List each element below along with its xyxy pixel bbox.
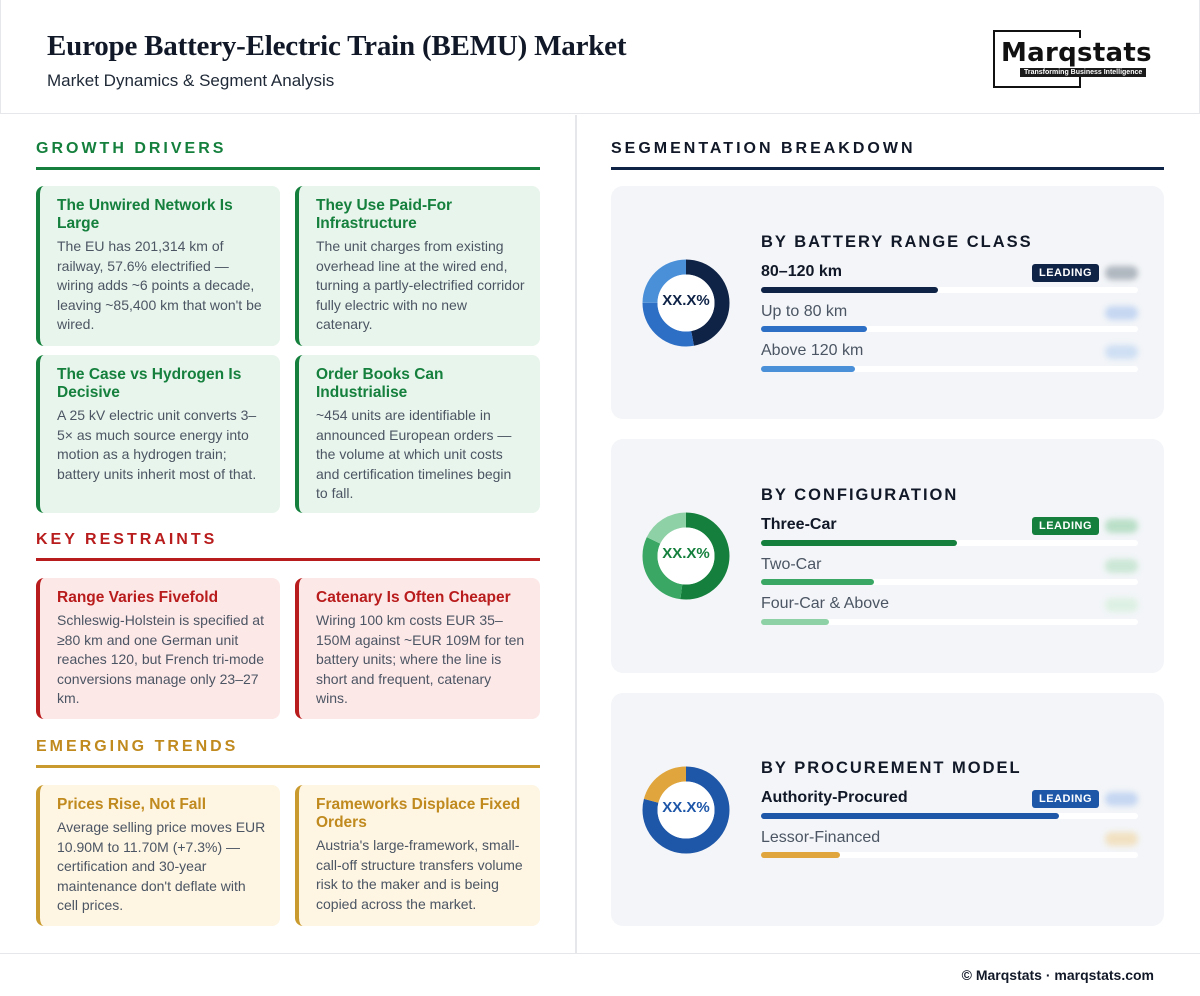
segment-label: Up to 80 km	[761, 303, 848, 320]
leading-badge: LEADING	[1032, 517, 1099, 535]
segment-value-redacted	[1105, 559, 1138, 573]
donut-hole	[657, 274, 715, 332]
panel-title: BY PROCUREMENT MODEL	[761, 759, 1022, 777]
segment-bar-fill	[761, 852, 840, 858]
card-body: The EU has 201,314 km of railway, 57.6% …	[57, 238, 262, 332]
donut-slice	[642, 512, 730, 600]
card-body: ~454 units are identifiable in announced…	[316, 407, 512, 501]
header: Europe Battery-Electric Train (BEMU) Mar…	[0, 0, 1200, 114]
donut-chart	[642, 512, 730, 600]
segment-label: Three-Car	[761, 516, 837, 533]
segment-value-redacted	[1105, 345, 1138, 359]
segment-panel-procurement: XX.X% BY PROCUREMENT MODEL Authority-Pro…	[611, 693, 1164, 926]
segment-bar-track	[761, 540, 1138, 546]
segment-bar-fill	[761, 813, 1059, 819]
leading-badge: LEADING	[1032, 790, 1099, 808]
segmentation-rule	[611, 167, 1164, 170]
panel-title: BY CONFIGURATION	[761, 486, 959, 504]
driver-card: The Unwired Network Is Large The EU has …	[36, 186, 280, 346]
segment-panel-battery-range: XX.X% BY BATTERY RANGE CLASS 80–120 km L…	[611, 186, 1164, 419]
card-title: Range Varies Fivefold	[57, 589, 219, 606]
logo-wordmark: Marqstats	[1001, 38, 1158, 68]
donut-center-label: XX.X%	[662, 292, 710, 309]
segment-bar-track	[761, 813, 1138, 819]
page-subtitle: Market Dynamics & Segment Analysis	[47, 71, 335, 90]
donut-slice	[642, 766, 730, 854]
segment-value-redacted	[1105, 792, 1138, 806]
segment-bar-fill	[761, 366, 855, 372]
card-title: Order Books Can Industrialise	[316, 366, 444, 401]
panel-title: BY BATTERY RANGE CLASS	[761, 233, 1033, 251]
segmentation-title: SEGMENTATION BREAKDOWN	[611, 140, 916, 157]
card-body: Schleswig-Holstein is specified at ≥80 k…	[57, 612, 264, 706]
segment-bar-track	[761, 287, 1138, 293]
segment-bar-track	[761, 579, 1138, 585]
segment-value-redacted	[1105, 598, 1138, 612]
segment-value-redacted	[1105, 832, 1138, 846]
leading-badge: LEADING	[1032, 264, 1099, 282]
card-body: Wiring 100 km costs EUR 35–150M against …	[316, 612, 525, 706]
segment-value-redacted	[1105, 266, 1138, 280]
card-body: The unit charges from existing overhead …	[316, 238, 525, 332]
growth-drivers-title: GROWTH DRIVERS	[36, 140, 227, 157]
segment-bar-fill	[761, 540, 957, 546]
restraint-card: Range Varies Fivefold Schleswig-Holstein…	[36, 578, 280, 719]
card-body: A 25 kV electric unit converts 3–5× as m…	[57, 407, 257, 482]
key-restraints-title: KEY RESTRAINTS	[36, 531, 218, 548]
segment-value-redacted	[1105, 306, 1138, 320]
driver-card: Order Books Can Industrialise ~454 units…	[295, 355, 540, 513]
segment-bar-fill	[761, 326, 867, 332]
page-title: Europe Battery-Electric Train (BEMU) Mar…	[47, 30, 627, 62]
segment-bar-track	[761, 852, 1138, 858]
donut-center-label: XX.X%	[662, 545, 710, 562]
segment-label: Authority-Procured	[761, 789, 908, 806]
donut-hole	[657, 781, 715, 839]
logo-tagline: Transforming Business Intelligence	[1020, 68, 1147, 77]
segment-panel-configuration: XX.X% BY CONFIGURATION Three-Car LEADING…	[611, 439, 1164, 673]
column-divider	[575, 115, 577, 953]
footer: © Marqstats · marqstats.com	[0, 953, 1200, 996]
growth-drivers-rule	[36, 167, 540, 170]
emerging-trends-rule	[36, 765, 540, 768]
segment-label: Above 120 km	[761, 342, 864, 359]
donut-slice	[642, 512, 730, 600]
card-title: Frameworks Displace Fixed Orders	[316, 796, 521, 831]
restraint-card: Catenary Is Often Cheaper Wiring 100 km …	[295, 578, 540, 719]
driver-card: The Case vs Hydrogen Is Decisive A 25 kV…	[36, 355, 280, 513]
donut-chart	[642, 259, 730, 347]
card-body: Average selling price moves EUR 10.90M t…	[57, 819, 266, 913]
donut-slice	[642, 259, 730, 347]
trend-card: Prices Rise, Not Fall Average selling pr…	[36, 785, 280, 926]
segment-value-redacted	[1105, 519, 1138, 533]
segment-label: 80–120 km	[761, 263, 842, 280]
card-title: The Unwired Network Is Large	[57, 197, 233, 232]
segment-label: Four-Car & Above	[761, 595, 890, 612]
card-title: The Case vs Hydrogen Is Decisive	[57, 366, 242, 401]
segment-label: Lessor-Financed	[761, 829, 881, 846]
key-restraints-rule	[36, 558, 540, 561]
card-title: Prices Rise, Not Fall	[57, 796, 207, 813]
card-title: They Use Paid-For Infrastructure	[316, 197, 453, 232]
donut-slice	[642, 259, 730, 347]
card-body: Austria's large-framework, small-call-of…	[316, 837, 523, 912]
segment-label: Two-Car	[761, 556, 822, 573]
segment-bar-track	[761, 326, 1138, 332]
segment-bar-track	[761, 619, 1138, 625]
segment-bar-fill	[761, 579, 874, 585]
driver-card: They Use Paid-For Infrastructure The uni…	[295, 186, 540, 346]
emerging-trends-title: EMERGING TRENDS	[36, 738, 239, 755]
segment-bar-fill	[761, 619, 829, 625]
segment-bar-fill	[761, 287, 938, 293]
donut-chart	[642, 766, 730, 854]
footer-copyright: © Marqstats · marqstats.com	[961, 967, 1154, 983]
donut-hole	[657, 527, 715, 585]
trend-card: Frameworks Displace Fixed Orders Austria…	[295, 785, 540, 926]
segment-bar-track	[761, 366, 1138, 372]
donut-center-label: XX.X%	[662, 799, 710, 816]
card-title: Catenary Is Often Cheaper	[316, 589, 511, 606]
